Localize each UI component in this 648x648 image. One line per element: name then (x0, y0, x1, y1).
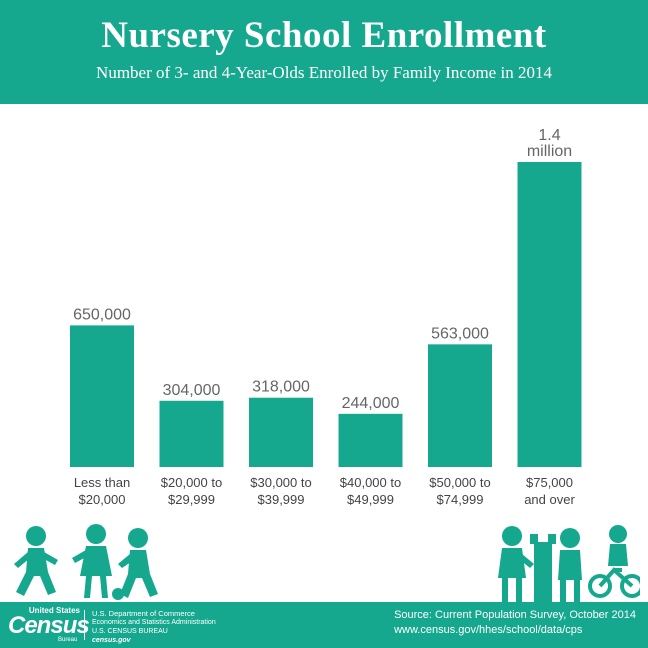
category-label-1: $29,999 (168, 492, 215, 507)
bar-2 (249, 397, 313, 467)
value-label-1: 304,000 (163, 382, 221, 399)
department-info: U.S. Department of Commerce Economics an… (92, 609, 216, 645)
children-playing-illustration (14, 524, 158, 600)
category-label-4: $50,000 to (429, 475, 490, 490)
children-blocks-bike-illustration (498, 525, 640, 602)
value-label-3: 244,000 (342, 395, 400, 412)
category-label-0: $20,000 (79, 492, 126, 507)
chart-title: Nursery School Enrollment (101, 15, 547, 56)
logo-bottom-text: Bureau (58, 637, 78, 643)
logo-top-text: United States (28, 606, 80, 615)
category-label-2: $39,999 (258, 492, 305, 507)
bar-chart: 650,000 Less than $20,000 304,000 $20,000 to… (70, 127, 582, 507)
logo-main-text: Census (8, 612, 90, 639)
category-label-0: Less than (74, 475, 130, 490)
category-label-2: $30,000 to (250, 475, 311, 490)
category-label-5: $75,000 (526, 475, 573, 490)
chart-subtitle: Number of 3- and 4-Year-Olds Enrolled by… (96, 63, 552, 82)
dept-line-1: U.S. Department of Commerce (92, 609, 195, 618)
dept-line-2: Economics and Statistics Administration (92, 619, 216, 626)
category-label-5: and over (524, 492, 575, 507)
footer-banner: United States Census Bureau U.S. Departm… (0, 602, 648, 648)
logo-divider (84, 610, 85, 640)
dept-line-4: census.gov (92, 637, 131, 644)
category-label-3: $40,000 to (340, 475, 401, 490)
value-label-4: 563,000 (431, 325, 489, 342)
category-label-3: $49,999 (347, 492, 394, 507)
census-logo[interactable]: United States Census Bureau (8, 606, 90, 644)
dept-line-3: U.S. CENSUS BUREAU (92, 628, 168, 635)
value-label-2: 318,000 (252, 379, 310, 396)
source-line-1: Source: Current Population Survey, Octob… (394, 609, 636, 621)
bar-5 (517, 162, 582, 467)
bar-4 (428, 344, 492, 467)
bar-1 (159, 400, 224, 467)
value-label-0: 650,000 (73, 306, 131, 323)
category-label-1: $20,000 to (161, 475, 222, 490)
header-banner: Nursery School Enrollment Number of 3- a… (0, 0, 648, 104)
bar-3 (338, 413, 403, 467)
category-label-4: $74,999 (437, 492, 484, 507)
value-label-5: 1.4 (538, 127, 560, 144)
bar-0 (70, 325, 134, 467)
value-label-5: million (527, 143, 572, 160)
source-note: Source: Current Population Survey, Octob… (394, 608, 636, 638)
source-url[interactable]: www.census.gov/hhes/school/data/cps (394, 624, 583, 636)
